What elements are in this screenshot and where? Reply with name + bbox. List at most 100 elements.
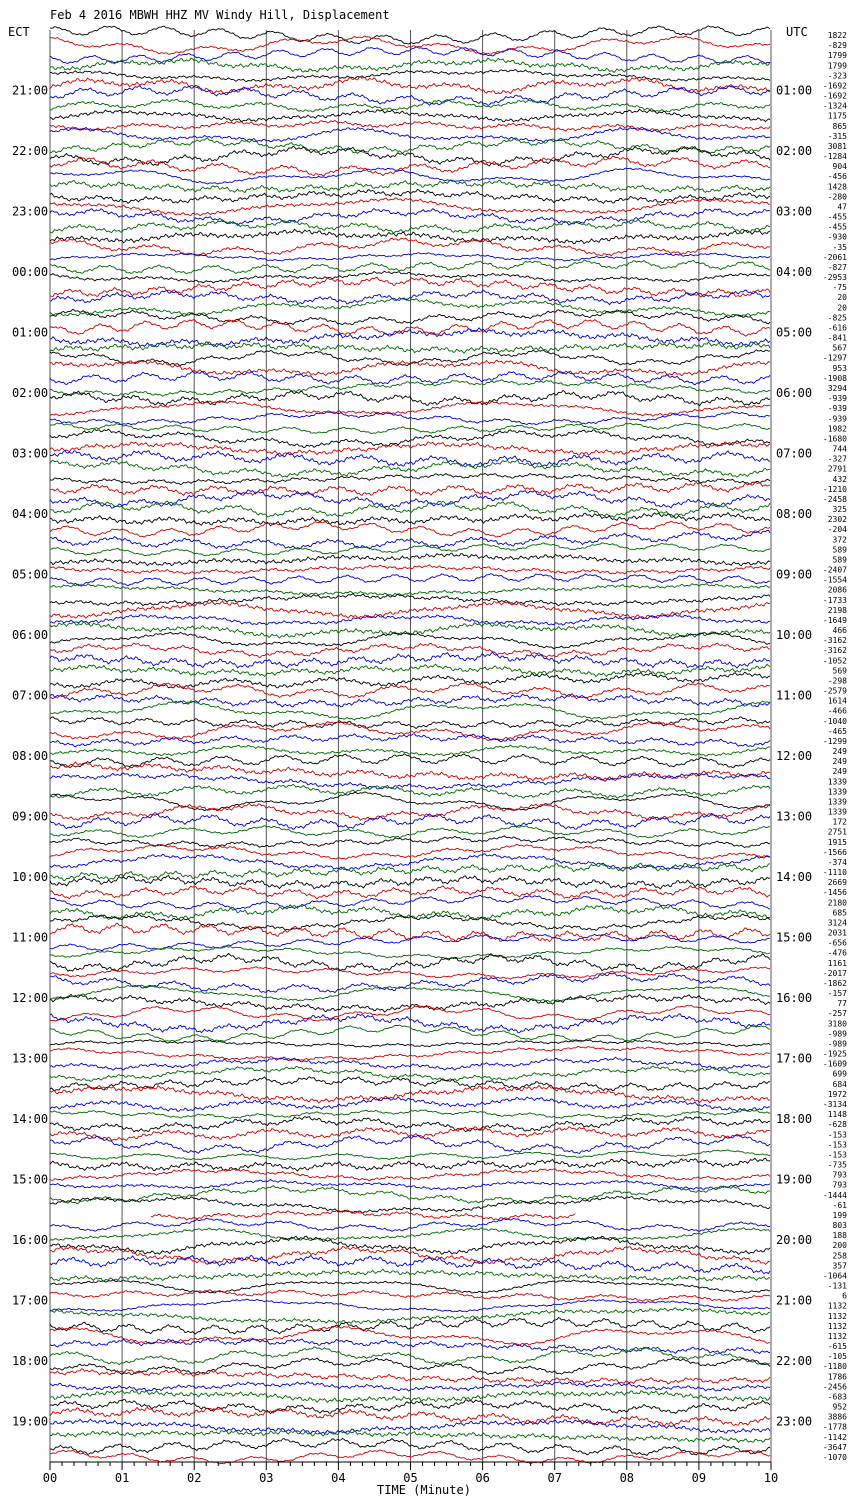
- trace-offset-label: -1778: [823, 1423, 847, 1432]
- left-hour-label: 07:00: [12, 689, 48, 703]
- trace-offset-label: 2086: [828, 586, 847, 595]
- trace-offset-label: -1692: [823, 81, 847, 90]
- trace-offset-label: -735: [828, 1161, 847, 1170]
- trace-offset-label: 3180: [828, 1019, 847, 1028]
- trace-offset-label: 6: [842, 1292, 847, 1301]
- trace-offset-label: 744: [833, 445, 848, 454]
- trace-offset-label: 569: [833, 666, 848, 675]
- trace-offset-label: 3294: [828, 384, 847, 393]
- trace-offset-label: -35: [833, 243, 848, 252]
- trace-line: [49, 621, 771, 639]
- trace-line: [49, 1096, 771, 1113]
- trace-offset-label: 325: [833, 505, 848, 514]
- trace-offset-label: -157: [828, 989, 847, 998]
- trace-line: [49, 1084, 771, 1104]
- trace-line: [49, 68, 771, 83]
- trace-offset-label: -456: [828, 172, 847, 181]
- right-hour-label: 17:00: [776, 1052, 812, 1066]
- trace-line: [49, 188, 771, 205]
- trace-offset-label: 2031: [828, 929, 847, 938]
- trace-line: [49, 1126, 770, 1141]
- trace-line: [49, 772, 771, 791]
- trace-offset-label: 1339: [828, 808, 847, 817]
- trace-offset-label: 77: [837, 999, 847, 1008]
- seismic-traces: [49, 25, 771, 1465]
- trace-offset-label: 1799: [828, 51, 847, 60]
- trace-offset-label: 372: [833, 535, 848, 544]
- trace-offset-label: -1040: [823, 717, 847, 726]
- x-tick-label: 05: [403, 1471, 417, 1485]
- trace-line: [49, 651, 771, 669]
- x-tick-label: 04: [331, 1471, 345, 1485]
- trace-line: [49, 1157, 771, 1172]
- trace-offset-label: -1862: [823, 979, 847, 988]
- trace-line: [49, 98, 771, 113]
- right-hour-label: 01:00: [776, 84, 812, 98]
- trace-line: [49, 744, 771, 757]
- trace-line: [49, 885, 771, 900]
- chart-title: Feb 4 2016 MBWH HHZ MV Windy Hill, Displ…: [50, 8, 390, 22]
- right-hour-label: 14:00: [776, 870, 812, 884]
- trace-offset-label: 1614: [828, 697, 847, 706]
- trace-line: [49, 671, 771, 690]
- trace-line: [49, 1399, 771, 1415]
- trace-offset-label: 1339: [828, 797, 847, 806]
- trace-offset-label: -3162: [823, 636, 847, 645]
- trace-offset-label: 1428: [828, 182, 847, 191]
- trace-offset-label: 567: [833, 344, 848, 353]
- trace-line: [49, 441, 771, 457]
- trace-line: [49, 1134, 771, 1155]
- trace-line: [49, 428, 771, 448]
- trace-offset-label: -466: [828, 707, 847, 716]
- right-hour-label: 22:00: [776, 1354, 812, 1368]
- trace-line: [49, 389, 771, 407]
- trace-offset-label: 1132: [828, 1332, 847, 1341]
- trace-line: [49, 359, 771, 377]
- trace-line: [49, 126, 771, 143]
- trace-offset-label: 249: [833, 747, 848, 756]
- left-hour-label: 22:00: [12, 144, 48, 158]
- trace-offset-label: 172: [833, 818, 848, 827]
- right-hour-label: 23:00: [776, 1415, 812, 1429]
- trace-line: [49, 972, 771, 994]
- trace-line: [49, 1005, 771, 1022]
- trace-offset-label: 1972: [828, 1090, 847, 1099]
- trace-line: [49, 1235, 771, 1256]
- trace-line: [49, 459, 771, 478]
- trace-line: [49, 913, 771, 931]
- trace-offset-label: -827: [828, 263, 847, 272]
- x-tick-label: 08: [620, 1471, 634, 1485]
- trace-line: [49, 370, 771, 386]
- left-hour-label: 18:00: [12, 1354, 48, 1368]
- trace-line: [49, 308, 771, 326]
- trace-offset-label: -2017: [823, 969, 847, 978]
- trace-offset-label: 589: [833, 555, 848, 564]
- trace-offset-label: -327: [828, 455, 847, 464]
- trace-line: [49, 197, 771, 217]
- trace-offset-label: -455: [828, 213, 847, 222]
- trace-offset-label: 1132: [828, 1312, 847, 1321]
- trace-offset-label: 1786: [828, 1372, 847, 1381]
- right-hour-label: 20:00: [776, 1233, 812, 1247]
- right-hour-label: 08:00: [776, 507, 812, 521]
- trace-offset-label: -315: [828, 132, 847, 141]
- trace-offset-label: 1148: [828, 1110, 847, 1119]
- trace-offset-label: -455: [828, 223, 847, 232]
- trace-line: [49, 946, 771, 960]
- trace-line: [49, 1307, 771, 1325]
- left-hour-label: 00:00: [12, 265, 48, 279]
- trace-offset-label: 20: [837, 293, 847, 302]
- left-hour-labels: 21:00 22:00 23:00 00:00 01:00 02:00 03:00 04:00…: [12, 84, 48, 1429]
- trace-line: [49, 1325, 771, 1346]
- right-axis-label: UTC: [786, 25, 808, 39]
- trace-offset-label: -3162: [823, 646, 847, 655]
- trace-offset-label: 249: [833, 757, 848, 766]
- trace-line: [49, 1289, 771, 1302]
- trace-offset-label: 20: [837, 303, 847, 312]
- trace-line: [49, 753, 771, 768]
- trace-line: [49, 993, 771, 1013]
- trace-line: [49, 573, 770, 587]
- trace-line: [49, 853, 771, 871]
- trace-offset-label: 1339: [828, 777, 847, 786]
- x-axis: 00 01 02 03 04 05 06 07 08 09 10: [43, 1461, 778, 1485]
